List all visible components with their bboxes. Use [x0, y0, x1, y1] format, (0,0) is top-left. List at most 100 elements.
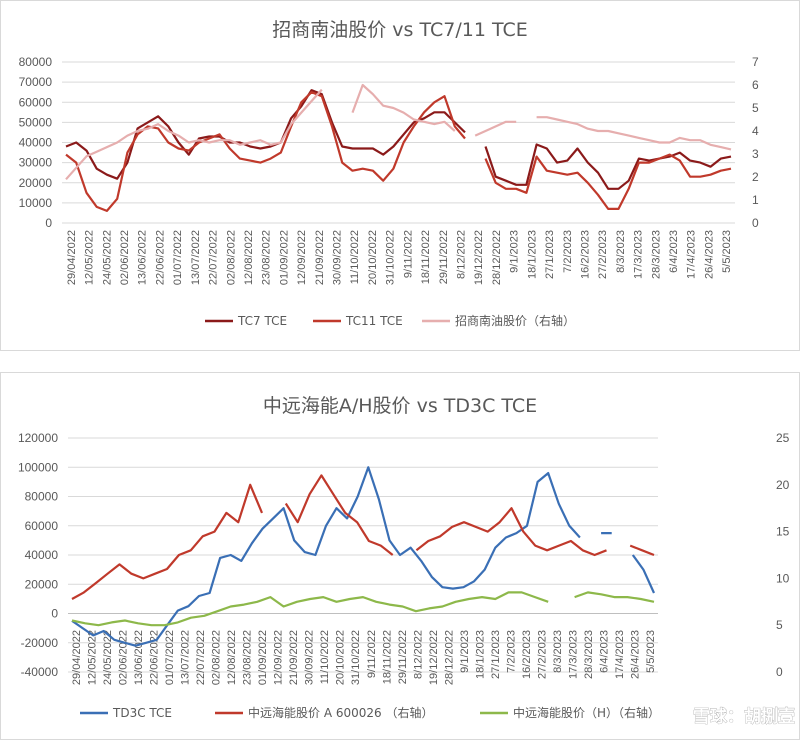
- y-axis-tick-label: 80000: [19, 55, 53, 69]
- series-line: [71, 591, 655, 627]
- y-axis-tick-label: 70000: [19, 75, 53, 89]
- x-axis-tick-label: 31/10/2022: [350, 630, 362, 685]
- y-axis-tick-label: 60000: [19, 95, 53, 109]
- x-axis-tick-label: 18/1/2023: [526, 230, 538, 279]
- x-axis-tick-label: 13/06/2022: [133, 630, 145, 685]
- y2-axis-tick-label: 7: [752, 55, 759, 69]
- x-axis-tick-label: 24/05/2022: [101, 230, 113, 285]
- x-axis-tick-label: 01/09/2022: [257, 630, 269, 685]
- y2-axis-tick-label: 5: [776, 618, 783, 632]
- x-axis-tick-label: 20/10/2022: [335, 630, 347, 685]
- chart-gap: [0, 351, 800, 371]
- x-axis-tick-label: 17/4/2023: [686, 230, 698, 279]
- x-axis-tick-label: 24/05/2022: [102, 630, 114, 685]
- x-axis-tick-label: 13/06/2022: [137, 230, 149, 285]
- chart-title: 招商南油股价 vs TC7/11 TCE: [272, 19, 527, 41]
- y2-axis-tick-label: 15: [776, 525, 790, 539]
- legend-label: 中远海能股价（H）（右轴）: [513, 705, 660, 720]
- x-axis-tick-label: 27/1/2023: [490, 630, 502, 679]
- y-axis-tick-label: 0: [45, 216, 52, 230]
- x-axis-tick-label: 20/10/2022: [367, 230, 379, 285]
- y2-axis-tick-label: 4: [752, 124, 759, 138]
- y-axis-tick-label: 40000: [19, 136, 53, 150]
- x-axis-tick-label: 29/11/2022: [397, 630, 409, 684]
- x-axis-tick-label: 13/07/2022: [190, 230, 202, 285]
- series-line: [65, 91, 732, 212]
- x-axis-tick-label: 19/12/2022: [428, 630, 440, 685]
- y-axis-tick-label: 40000: [25, 548, 59, 562]
- x-axis-tick-label: 22/07/2022: [208, 230, 220, 285]
- x-axis-tick-label: 9/1/2023: [459, 630, 471, 673]
- x-axis-tick-label: 01/07/2022: [164, 630, 176, 685]
- y2-axis-tick-label: 25: [776, 431, 790, 445]
- chart-panel-tc7-tc11: [0, 0, 800, 351]
- x-axis-tick-label: 12/09/2022: [273, 630, 285, 685]
- x-axis-tick-label: 27/2/2023: [537, 630, 549, 679]
- x-axis-tick-label: 27/2/2023: [597, 230, 609, 279]
- x-axis-tick-label: 12/05/2022: [86, 630, 98, 685]
- x-axis-tick-label: 13/07/2022: [179, 630, 191, 685]
- y-axis-tick-label: 20000: [19, 176, 53, 190]
- x-axis-tick-label: 12/08/2022: [243, 230, 255, 285]
- y2-axis-tick-label: 6: [752, 78, 759, 92]
- y2-axis-tick-label: 5: [752, 101, 759, 115]
- watermark: 雪球：胡捌壹: [693, 706, 795, 727]
- y-axis-tick-label: 20000: [25, 577, 59, 591]
- x-axis-tick-label: 9/1/2023: [509, 230, 521, 273]
- y-axis-tick-label: 10000: [19, 196, 53, 210]
- x-axis-tick-label: 01/07/2022: [172, 230, 184, 285]
- x-axis-tick-label: 6/4/2023: [668, 230, 680, 273]
- x-axis-tick-label: 18/1/2023: [474, 630, 486, 679]
- x-axis-tick-label: 01/09/2022: [278, 230, 290, 285]
- x-axis-tick-label: 11/10/2022: [319, 630, 331, 684]
- x-axis-tick-label: 26/4/2023: [703, 230, 715, 279]
- x-axis-tick-label: 11/10/2022: [349, 230, 361, 284]
- y-axis-tick-label: 30000: [19, 156, 53, 170]
- y2-axis-tick-label: 3: [752, 147, 759, 161]
- x-axis-tick-label: 21/09/2022: [314, 230, 326, 285]
- series-line: [65, 83, 732, 181]
- x-axis-tick-label: 6/4/2023: [599, 630, 611, 673]
- x-axis-tick-label: 23/08/2022: [261, 230, 273, 285]
- x-axis-tick-label: 22/07/2022: [195, 630, 207, 685]
- x-axis-tick-label: 8/12/2022: [455, 230, 467, 279]
- x-axis-tick-label: 02/08/2022: [225, 230, 237, 285]
- x-axis-tick-label: 28/12/2022: [491, 230, 503, 285]
- x-axis-tick-label: 02/08/2022: [211, 630, 223, 685]
- y-axis-tick-label: -20000: [21, 636, 59, 650]
- x-axis-tick-label: 29/04/2022: [71, 630, 83, 685]
- x-axis-tick-label: 19/12/2022: [473, 230, 485, 285]
- y2-axis-tick-label: 0: [752, 216, 759, 230]
- legend-label: TD3C TCE: [112, 706, 172, 720]
- x-axis-tick-label: 9/11/2022: [366, 630, 378, 678]
- x-axis-tick-label: 26/4/2023: [630, 630, 642, 679]
- y2-axis-tick-label: 20: [776, 478, 790, 492]
- x-axis-tick-label: 16/2/2023: [521, 630, 533, 679]
- chart-title: 中远海能A/H股价 vs TD3C TCE: [263, 395, 537, 417]
- y-axis-tick-label: 80000: [25, 490, 59, 504]
- x-axis-tick-label: 17/4/2023: [614, 630, 626, 679]
- x-axis-tick-label: 23/08/2022: [242, 630, 254, 685]
- y-axis-tick-label: -40000: [21, 665, 59, 679]
- x-axis-tick-label: 12/05/2022: [84, 230, 96, 285]
- y2-axis-tick-label: 2: [752, 170, 759, 184]
- legend-label: 中远海能股价 A 600026 （右轴）: [248, 705, 433, 720]
- x-axis-tick-label: 29/04/2022: [66, 230, 78, 285]
- x-axis-tick-label: 8/3/2023: [615, 230, 627, 273]
- x-axis-tick-label: 30/09/2022: [304, 630, 316, 685]
- x-axis-tick-label: 30/09/2022: [332, 230, 344, 285]
- x-axis-tick-label: 18/11/2022: [420, 230, 432, 284]
- x-axis-tick-label: 28/3/2023: [583, 630, 595, 679]
- y-axis-tick-label: 100000: [18, 460, 58, 474]
- x-axis-tick-label: 12/08/2022: [226, 630, 238, 685]
- x-axis-tick-label: 02/06/2022: [117, 630, 129, 685]
- x-axis-tick-label: 27/1/2023: [544, 230, 556, 279]
- y2-axis-tick-label: 10: [776, 571, 790, 585]
- legend-label: TC11 TCE: [345, 314, 403, 328]
- y2-axis-tick-label: 1: [752, 193, 759, 207]
- y-axis-tick-label: 120000: [18, 431, 58, 445]
- legend-label: TC7 TCE: [237, 314, 287, 328]
- x-axis-tick-label: 5/5/2023: [645, 630, 657, 673]
- x-axis-tick-label: 8/12/2022: [412, 630, 424, 679]
